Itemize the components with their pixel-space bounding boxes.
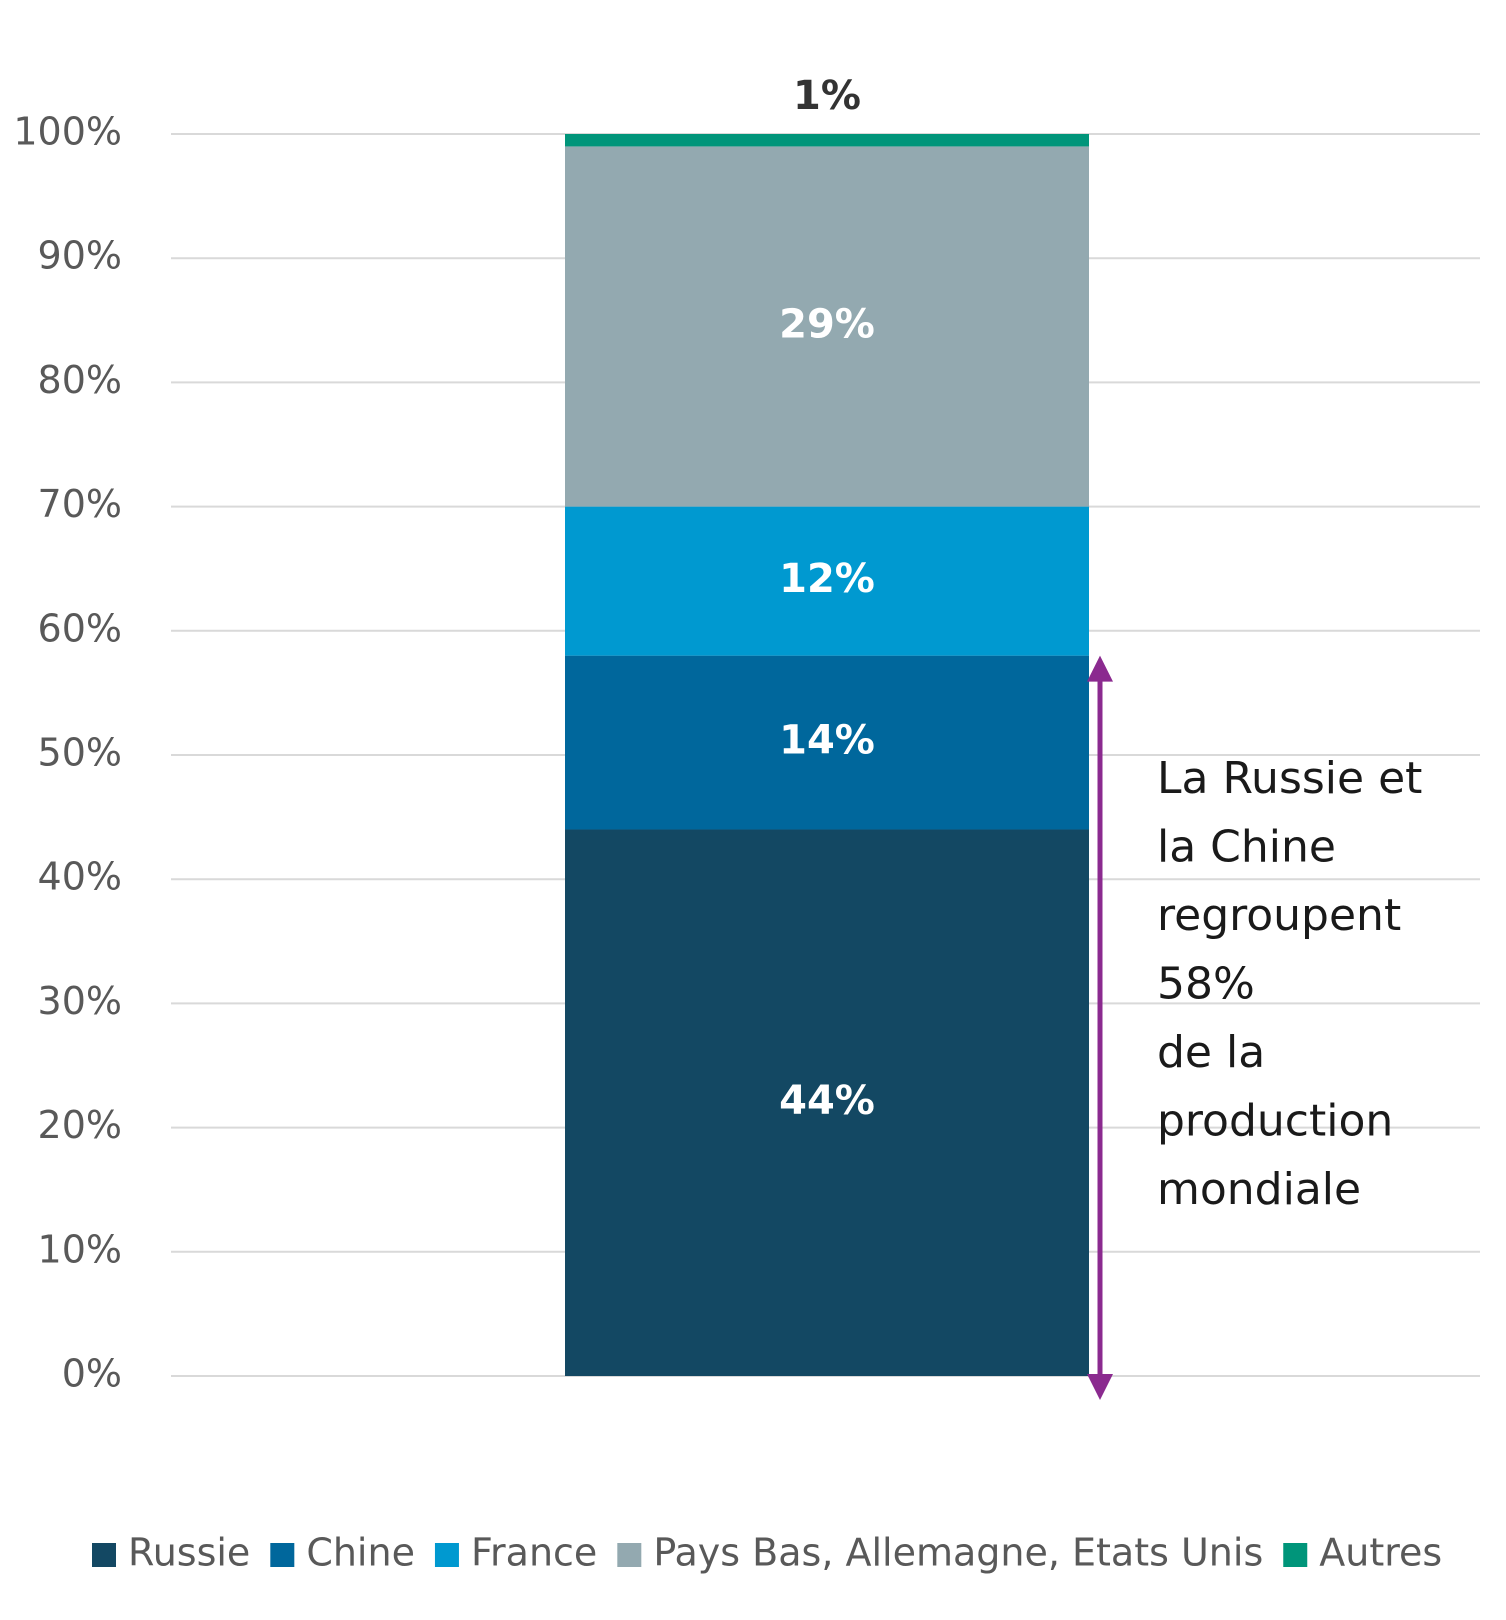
bar-segment (565, 134, 1089, 147)
y-tick-label: 70% (38, 482, 122, 526)
y-tick-label: 50% (38, 731, 122, 775)
arrow-head (1087, 1374, 1113, 1400)
arrow-head (1087, 655, 1113, 682)
y-tick-label: 60% (38, 606, 122, 650)
bar-segment (565, 655, 1089, 830)
y-tick-label: 30% (38, 979, 122, 1023)
y-tick-label: 40% (38, 855, 122, 899)
y-tick-label: 80% (38, 358, 122, 402)
legend-label: Pays Bas, Allemagne, Etats Unis (653, 1531, 1263, 1575)
y-tick-label: 90% (38, 234, 122, 278)
legend-label: Russie (128, 1531, 250, 1575)
bar-segment (565, 506, 1089, 656)
annotation-text: mondiale (1157, 1164, 1361, 1215)
annotation-text: La Russie et (1157, 753, 1422, 804)
annotation-text: production (1157, 1096, 1393, 1147)
y-tick-label: 100% (13, 110, 122, 154)
legend-swatch (92, 1543, 116, 1567)
bar-segment (565, 146, 1089, 507)
legend-label: France (471, 1531, 597, 1575)
annotation-text: 58% (1157, 959, 1255, 1010)
y-tick-label: 10% (38, 1227, 122, 1271)
data-label: 1% (793, 73, 861, 119)
legend-swatch (434, 1543, 459, 1567)
bar-segment (565, 829, 1089, 1376)
y-tick-label: 20% (38, 1103, 122, 1147)
annotation-text: regroupent (1157, 890, 1401, 941)
legend-swatch (617, 1543, 642, 1567)
annotation-text: la Chine (1157, 822, 1336, 873)
data-label: 12% (779, 556, 875, 602)
annotation-text: de la (1157, 1027, 1265, 1078)
legend-swatch (1283, 1543, 1308, 1567)
data-label: 44% (779, 1078, 875, 1124)
data-label: 14% (779, 718, 875, 764)
y-tick-label: 0% (62, 1352, 122, 1396)
legend-swatch (270, 1543, 295, 1567)
legend-label: Autres (1319, 1531, 1442, 1575)
data-label: 29% (779, 302, 875, 348)
legend-label: Chine (306, 1531, 415, 1575)
